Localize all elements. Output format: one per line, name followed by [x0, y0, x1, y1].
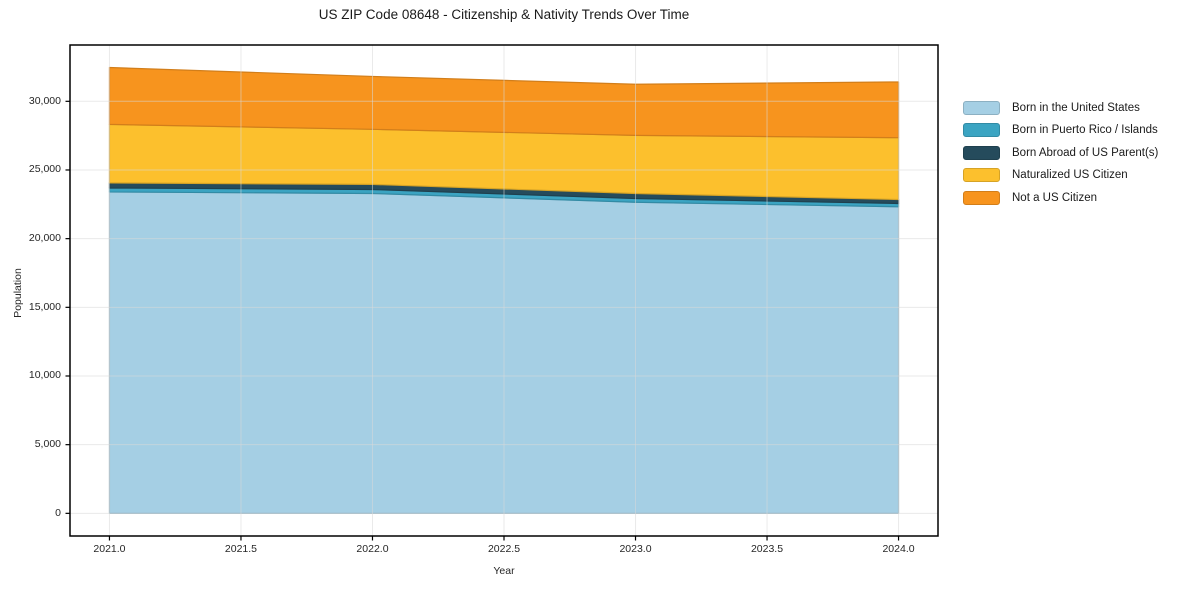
chart-title: US ZIP Code 08648 - Citizenship & Nativi… — [318, 7, 690, 22]
legend-label: Not a US Citizen — [1012, 191, 1098, 204]
legend-label: Naturalized US Citizen — [1012, 169, 1128, 182]
x-tick-label: 2022.5 — [487, 543, 521, 555]
legend-item: Naturalized US Citizen — [963, 168, 1158, 183]
legend-label: Born in the United States — [1012, 101, 1140, 114]
x-axis-label: Year — [493, 565, 515, 577]
legend-swatch-icon — [963, 100, 1000, 115]
y-axis-label: Population — [12, 268, 24, 318]
y-tick-label: 20,000 — [28, 232, 61, 245]
legend: Born in the United States Born in Puerto … — [963, 100, 1158, 213]
legend-label: Born in Puerto Rico / Islands — [1012, 124, 1158, 137]
x-tick-label: 2024.0 — [882, 543, 915, 555]
x-tick-label: 2023.0 — [619, 543, 652, 555]
legend-item: Born Abroad of US Parent(s) — [963, 145, 1158, 160]
legend-swatch-icon — [963, 168, 1000, 183]
x-tick-label: 2023.5 — [750, 543, 784, 555]
legend-swatch-icon — [963, 123, 1000, 138]
y-tick-label: 25,000 — [28, 163, 61, 176]
x-tick-label: 2021.5 — [224, 543, 258, 555]
x-tick-label: 2022.0 — [356, 543, 389, 555]
legend-swatch-icon — [963, 145, 1000, 160]
x-tick-label: 2021.0 — [93, 543, 126, 555]
legend-label: Born Abroad of US Parent(s) — [1012, 146, 1159, 159]
gridlines — [70, 45, 938, 536]
legend-item: Born in Puerto Rico / Islands — [963, 123, 1158, 138]
y-tick-label: 0 — [55, 506, 61, 519]
y-tick-label: 10,000 — [28, 369, 61, 382]
y-tick-label: 15,000 — [28, 300, 61, 313]
y-tick-label: 30,000 — [28, 94, 61, 107]
legend-item: Born in the United States — [963, 100, 1158, 115]
legend-item: Not a US Citizen — [963, 190, 1158, 205]
tick-marks — [65, 100, 900, 541]
y-tick-label: 5,000 — [34, 438, 61, 451]
legend-swatch-icon — [963, 190, 1000, 205]
